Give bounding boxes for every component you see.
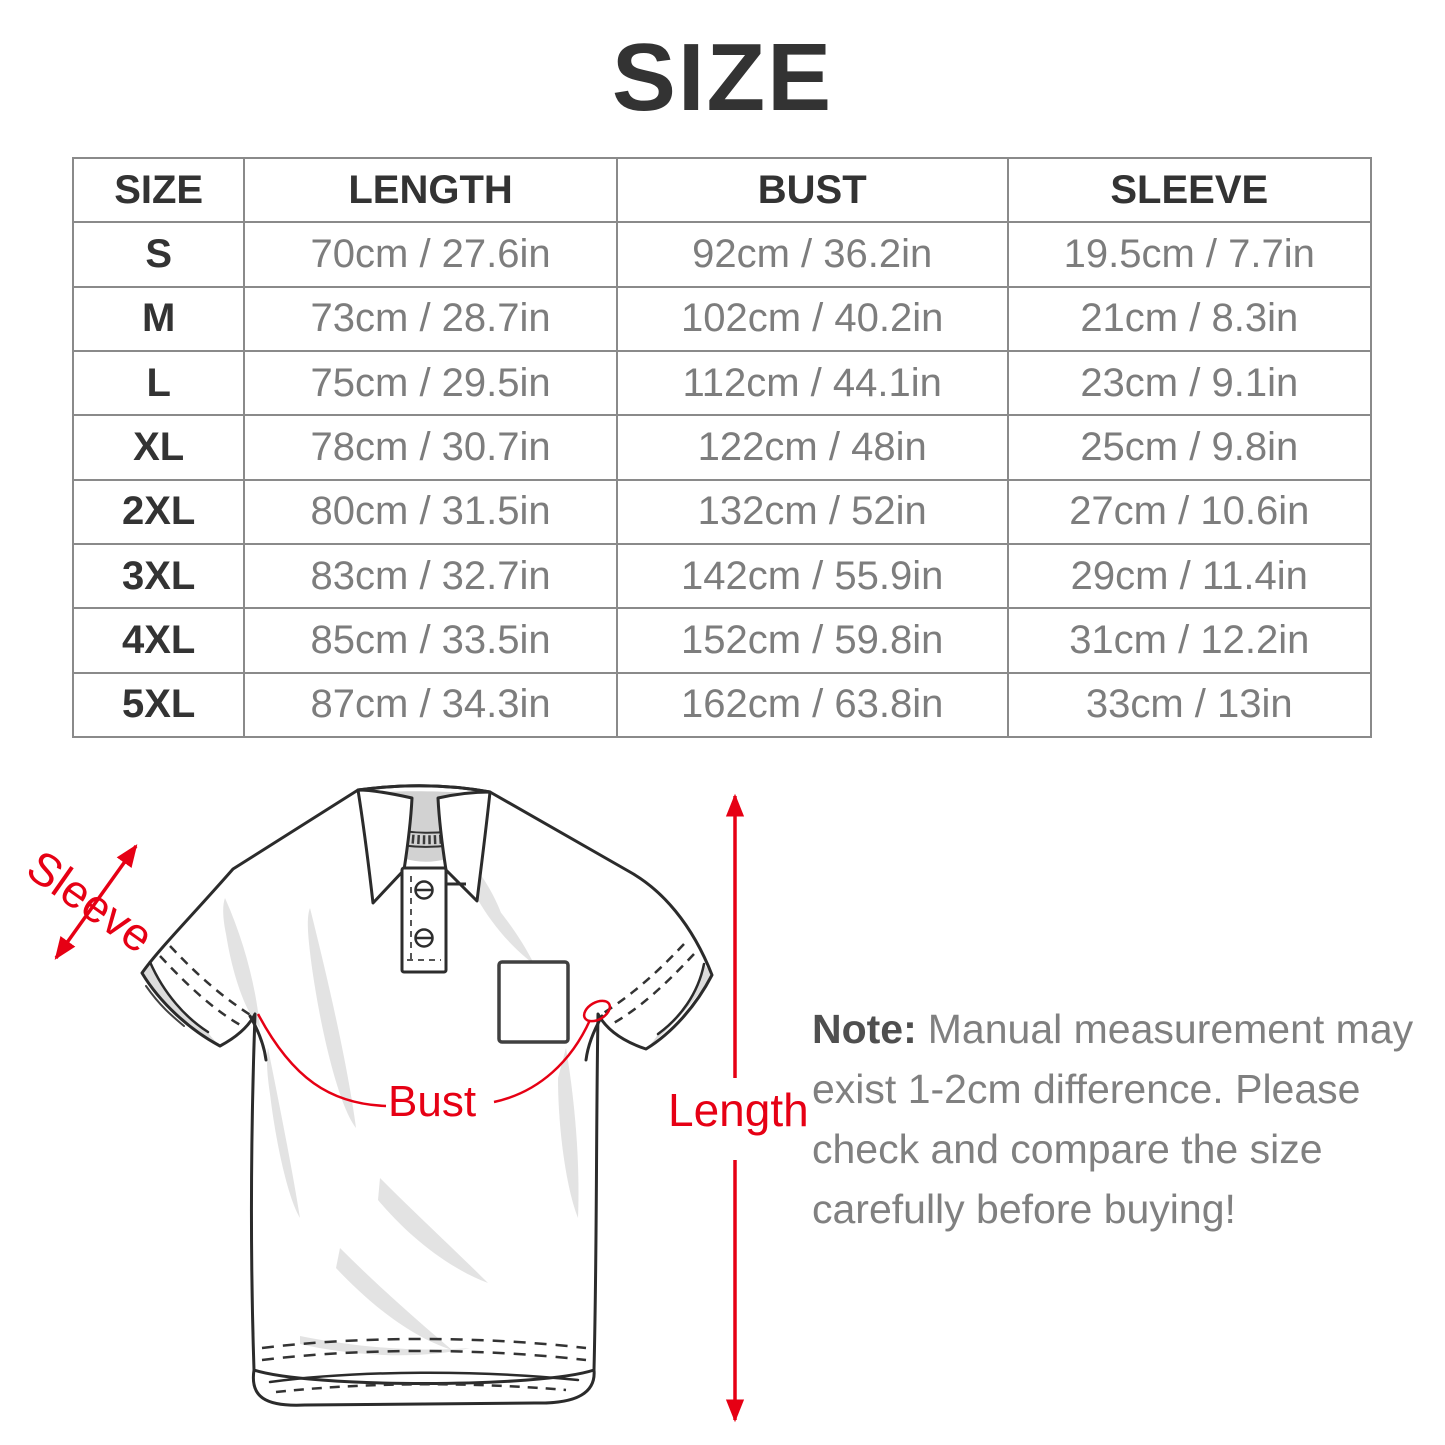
fabric-shading xyxy=(142,858,712,1356)
cell-size: M xyxy=(71,285,246,352)
cell-sleeve: 21cm / 8.3in xyxy=(1006,285,1373,352)
note-block: Note: Manual measurement may exist 1-2cm … xyxy=(812,999,1414,1239)
shirt-outline xyxy=(140,784,714,1407)
hem-stitching xyxy=(261,1337,587,1394)
note-label: Note: xyxy=(812,1006,917,1052)
table-row: XL 78cm / 30.7in 122cm / 48in 25cm / 9.8… xyxy=(71,414,1373,481)
cell-size: 3XL xyxy=(71,542,246,610)
armpit-loop xyxy=(582,999,612,1023)
note-line: exist 1-2cm difference. Please xyxy=(812,1066,1361,1112)
button-icon xyxy=(414,928,434,948)
measure-annotations xyxy=(54,793,745,1423)
cell-bust: 152cm / 59.8in xyxy=(615,607,1009,674)
note-text: Manual measurement may xyxy=(927,1006,1414,1052)
button-icon xyxy=(414,880,434,900)
note-line: Note: Manual measurement may xyxy=(812,999,1414,1059)
cell-bust: 92cm / 36.2in xyxy=(615,221,1009,288)
cell-sleeve: 19.5cm / 7.7in xyxy=(1006,221,1373,288)
cell-size: 2XL xyxy=(71,478,246,545)
note-line: carefully before buying! xyxy=(812,1186,1236,1232)
bust-measure-line xyxy=(493,1019,592,1104)
cell-length: 70cm / 27.6in xyxy=(243,221,618,288)
polo-shirt-diagram xyxy=(54,784,745,1423)
table-row: S 70cm / 27.6in 92cm / 36.2in 19.5cm / 7… xyxy=(71,221,1373,288)
cell-length: 73cm / 28.7in xyxy=(243,285,618,352)
cell-bust: 162cm / 63.8in xyxy=(615,671,1009,739)
cell-sleeve: 23cm / 9.1in xyxy=(1006,349,1373,417)
table-row: 2XL 80cm / 31.5in 132cm / 52in 27cm / 10… xyxy=(71,478,1373,545)
chest-pocket xyxy=(497,960,570,1044)
column-header-length: LENGTH xyxy=(243,156,618,224)
cell-bust: 112cm / 44.1in xyxy=(615,349,1009,417)
cell-length: 87cm / 34.3in xyxy=(243,671,618,739)
column-header-size: SIZE xyxy=(71,156,246,224)
table-header-row: SIZE LENGTH BUST SLEEVE xyxy=(71,156,1373,224)
table-row: 3XL 83cm / 32.7in 142cm / 55.9in 29cm / … xyxy=(71,542,1373,610)
cell-length: 78cm / 30.7in xyxy=(243,414,618,481)
note-line: check and compare the size xyxy=(812,1126,1323,1172)
table-row: 4XL 85cm / 33.5in 152cm / 59.8in 31cm / … xyxy=(71,607,1373,674)
table-row: M 73cm / 28.7in 102cm / 40.2in 21cm / 8.… xyxy=(71,285,1373,352)
cell-length: 75cm / 29.5in xyxy=(243,349,618,417)
cell-bust: 132cm / 52in xyxy=(615,478,1009,545)
cell-size: XL xyxy=(71,414,246,481)
placket xyxy=(400,866,466,974)
shirt-body xyxy=(142,785,712,1406)
cell-sleeve: 31cm / 12.2in xyxy=(1006,607,1373,674)
cell-size: S xyxy=(71,221,246,288)
cell-size: 5XL xyxy=(71,671,246,739)
cell-size: 4XL xyxy=(71,607,246,674)
bust-label: Bust xyxy=(388,1077,477,1126)
column-header-sleeve: SLEEVE xyxy=(1006,156,1373,224)
cell-sleeve: 27cm / 10.6in xyxy=(1006,478,1373,545)
table-row: 5XL 87cm / 34.3in 162cm / 63.8in 33cm / … xyxy=(71,671,1373,739)
page-title: SIZE xyxy=(611,24,834,131)
length-label: Length xyxy=(668,1084,809,1136)
cell-bust: 102cm / 40.2in xyxy=(615,285,1009,352)
cell-length: 83cm / 32.7in xyxy=(243,542,618,610)
cell-sleeve: 25cm / 9.8in xyxy=(1006,414,1373,481)
cell-length: 85cm / 33.5in xyxy=(243,607,618,674)
cell-sleeve: 29cm / 11.4in xyxy=(1006,542,1373,610)
column-header-bust: BUST xyxy=(615,156,1009,224)
sleeve-measure-arrow xyxy=(54,844,138,960)
cell-bust: 142cm / 55.9in xyxy=(615,542,1009,610)
table-row: L 75cm / 29.5in 112cm / 44.1in 23cm / 9.… xyxy=(71,349,1373,417)
cell-bust: 122cm / 48in xyxy=(615,414,1009,481)
collar xyxy=(356,784,492,905)
size-table: SIZE LENGTH BUST SLEEVE S 70cm / 27.6in … xyxy=(71,156,1373,739)
cell-length: 80cm / 31.5in xyxy=(243,478,618,545)
cell-sleeve: 33cm / 13in xyxy=(1006,671,1373,739)
bust-measure-line xyxy=(256,1013,387,1108)
cell-size: L xyxy=(71,349,246,417)
